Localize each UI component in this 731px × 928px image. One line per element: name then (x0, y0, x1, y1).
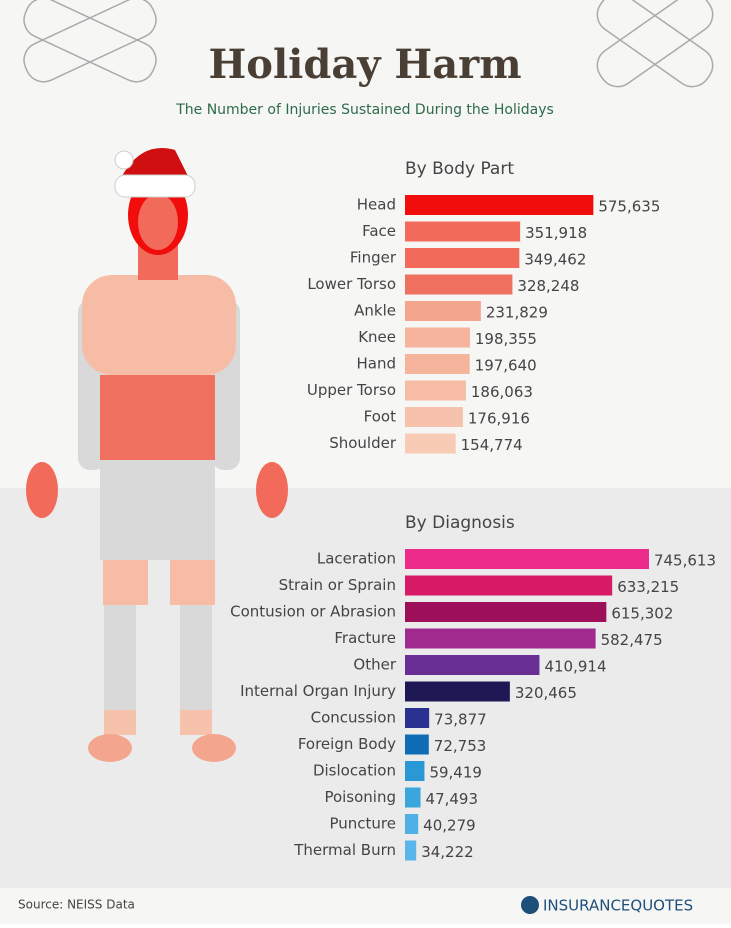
value-label: 410,914 (544, 658, 606, 676)
value-label: 745,613 (654, 552, 716, 570)
source: Source: NEISS Data (18, 898, 135, 912)
bar (405, 708, 430, 728)
category-label: Thermal Burn (293, 841, 396, 859)
category-label: Foreign Body (298, 735, 396, 753)
category-label: Concussion (311, 709, 396, 727)
bar (405, 248, 520, 268)
bar (405, 602, 607, 622)
bar (405, 380, 466, 401)
bar (405, 840, 417, 861)
category-label: Knee (358, 328, 396, 346)
value-label: 47,493 (426, 790, 479, 808)
logo-icon (521, 896, 539, 914)
value-label: 615,302 (611, 605, 673, 623)
category-label: Upper Torso (307, 381, 396, 399)
bar (405, 354, 470, 374)
category-label: Fracture (334, 629, 396, 647)
category-label: Contusion or Abrasion (230, 603, 396, 621)
value-label: 154,774 (461, 436, 523, 454)
category-label: Puncture (330, 815, 397, 833)
bar (405, 549, 649, 569)
category-label: Head (357, 196, 396, 214)
value-label: 582,475 (601, 631, 663, 649)
logo: INSURANCEQUOTES (543, 897, 693, 915)
category-label: Hand (357, 355, 397, 373)
title: Holiday Harm (208, 41, 521, 88)
category-label: Finger (350, 249, 397, 267)
category-label: Internal Organ Injury (240, 682, 396, 700)
bar (405, 433, 456, 454)
value-label: 351,918 (525, 224, 587, 242)
value-label: 176,916 (468, 410, 530, 428)
bar (405, 814, 419, 834)
category-label: Shoulder (329, 434, 397, 452)
value-label: 575,635 (598, 198, 660, 216)
bar (405, 761, 425, 781)
category-label: Other (353, 656, 396, 674)
category-label: Foot (364, 408, 396, 426)
value-label: 231,829 (486, 304, 548, 322)
bar (405, 301, 481, 321)
bar (405, 575, 613, 596)
bandages (23, 0, 714, 88)
footer-band (0, 888, 731, 924)
subtitle: The Number of Injuries Sustained During … (175, 102, 554, 118)
bar (405, 274, 513, 295)
bar (405, 655, 540, 675)
value-label: 328,248 (517, 277, 579, 295)
value-label: 186,063 (471, 383, 533, 401)
value-label: 198,355 (475, 330, 537, 348)
chart-title: By Diagnosis (405, 513, 515, 533)
bar (405, 195, 594, 215)
value-label: 73,877 (434, 711, 487, 729)
value-label: 349,462 (524, 251, 586, 269)
body-figure (26, 148, 288, 762)
bar (405, 787, 421, 808)
value-label: 320,465 (515, 684, 577, 702)
value-label: 72,753 (434, 737, 487, 755)
value-label: 34,222 (421, 843, 474, 861)
value-label: 197,640 (475, 357, 537, 375)
bar (405, 628, 596, 649)
value-label: 40,279 (423, 817, 476, 835)
bar (405, 407, 463, 427)
category-label: Laceration (317, 550, 396, 568)
category-label: Strain or Sprain (279, 576, 396, 594)
bar (405, 221, 521, 242)
value-label: 633,215 (617, 578, 679, 596)
chart-title: By Body Part (405, 159, 514, 179)
bar (405, 327, 470, 348)
category-label: Face (362, 222, 396, 240)
category-label: Lower Torso (307, 275, 396, 293)
category-label: Dislocation (313, 762, 396, 780)
bar (405, 681, 510, 702)
value-label: 59,419 (429, 764, 482, 782)
category-label: Poisoning (324, 788, 396, 806)
category-label: Ankle (354, 302, 396, 320)
bar (405, 734, 429, 755)
